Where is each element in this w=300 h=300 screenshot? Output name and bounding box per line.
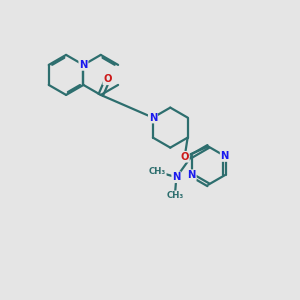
- Text: CH₃: CH₃: [149, 167, 166, 176]
- Text: O: O: [180, 152, 189, 162]
- Text: N: N: [79, 60, 88, 70]
- Text: N: N: [149, 112, 157, 123]
- Text: N: N: [188, 170, 196, 180]
- Text: O: O: [103, 74, 112, 84]
- Text: N: N: [172, 172, 181, 182]
- Text: N: N: [220, 151, 229, 161]
- Text: CH₃: CH₃: [166, 191, 184, 200]
